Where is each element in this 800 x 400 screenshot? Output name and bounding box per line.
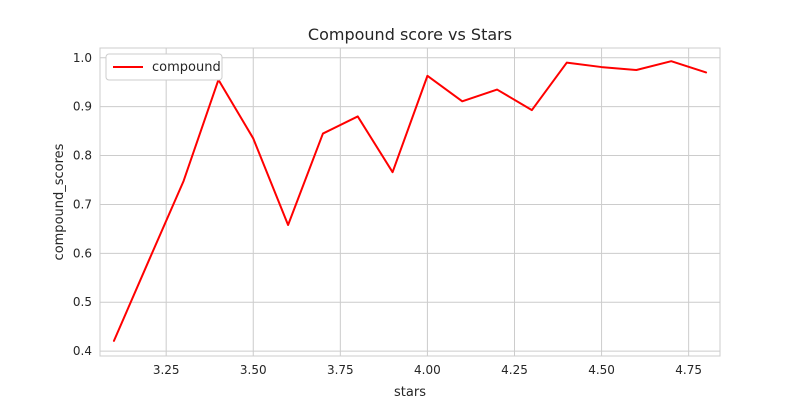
data-point-compound xyxy=(391,170,395,174)
data-point-compound xyxy=(495,88,499,92)
y-tick-label: 0.9 xyxy=(73,100,92,114)
data-point-compound xyxy=(565,61,569,65)
legend-box xyxy=(105,53,223,81)
x-tick-label: 3.25 xyxy=(153,363,180,377)
data-point-compound xyxy=(356,114,360,118)
data-point-compound xyxy=(704,70,708,74)
data-point-compound xyxy=(251,136,255,140)
data-point-compound xyxy=(182,179,186,183)
y-tick-labels: 0.4 0.5 0.6 0.7 0.8 0.9 1.0 xyxy=(73,51,92,358)
x-tick-label: 4.75 xyxy=(675,363,702,377)
x-axis-label: stars xyxy=(394,385,426,400)
data-point-compound xyxy=(147,259,151,263)
x-tick-label: 3.50 xyxy=(240,363,267,377)
y-tick-label: 0.8 xyxy=(73,149,92,163)
chart-title: Compound score vs Stars xyxy=(308,25,512,44)
x-tick-label: 4.50 xyxy=(588,363,615,377)
data-point-compound xyxy=(425,74,429,78)
data-point-compound xyxy=(286,223,290,227)
x-tick-label: 4.25 xyxy=(501,363,528,377)
x-tick-labels: 3.25 3.50 3.75 4.00 4.25 4.50 4.75 xyxy=(153,363,702,377)
data-point-compound xyxy=(530,108,534,112)
data-point-compound xyxy=(321,132,325,136)
y-tick-label: 1.0 xyxy=(73,51,92,65)
plot-frame xyxy=(99,47,721,357)
legend: compound xyxy=(105,53,223,81)
y-axis-label: compound_scores xyxy=(52,143,67,260)
y-tick-label: 0.4 xyxy=(73,344,92,358)
y-tick-label: 0.5 xyxy=(73,295,92,309)
grid-lines xyxy=(100,48,720,356)
series-line-compound xyxy=(112,60,708,342)
series-group xyxy=(112,59,708,343)
data-point-compound xyxy=(634,68,638,72)
data-point-compound xyxy=(669,59,673,63)
data-point-compound xyxy=(112,339,116,343)
legend-label-compound: compound xyxy=(152,60,221,75)
data-point-compound xyxy=(460,99,464,103)
data-point-compound xyxy=(600,65,604,69)
x-tick-label: 4.00 xyxy=(414,363,441,377)
y-tick-label: 0.6 xyxy=(73,246,92,260)
y-tick-label: 0.7 xyxy=(73,197,92,211)
x-tick-label: 3.75 xyxy=(327,363,354,377)
